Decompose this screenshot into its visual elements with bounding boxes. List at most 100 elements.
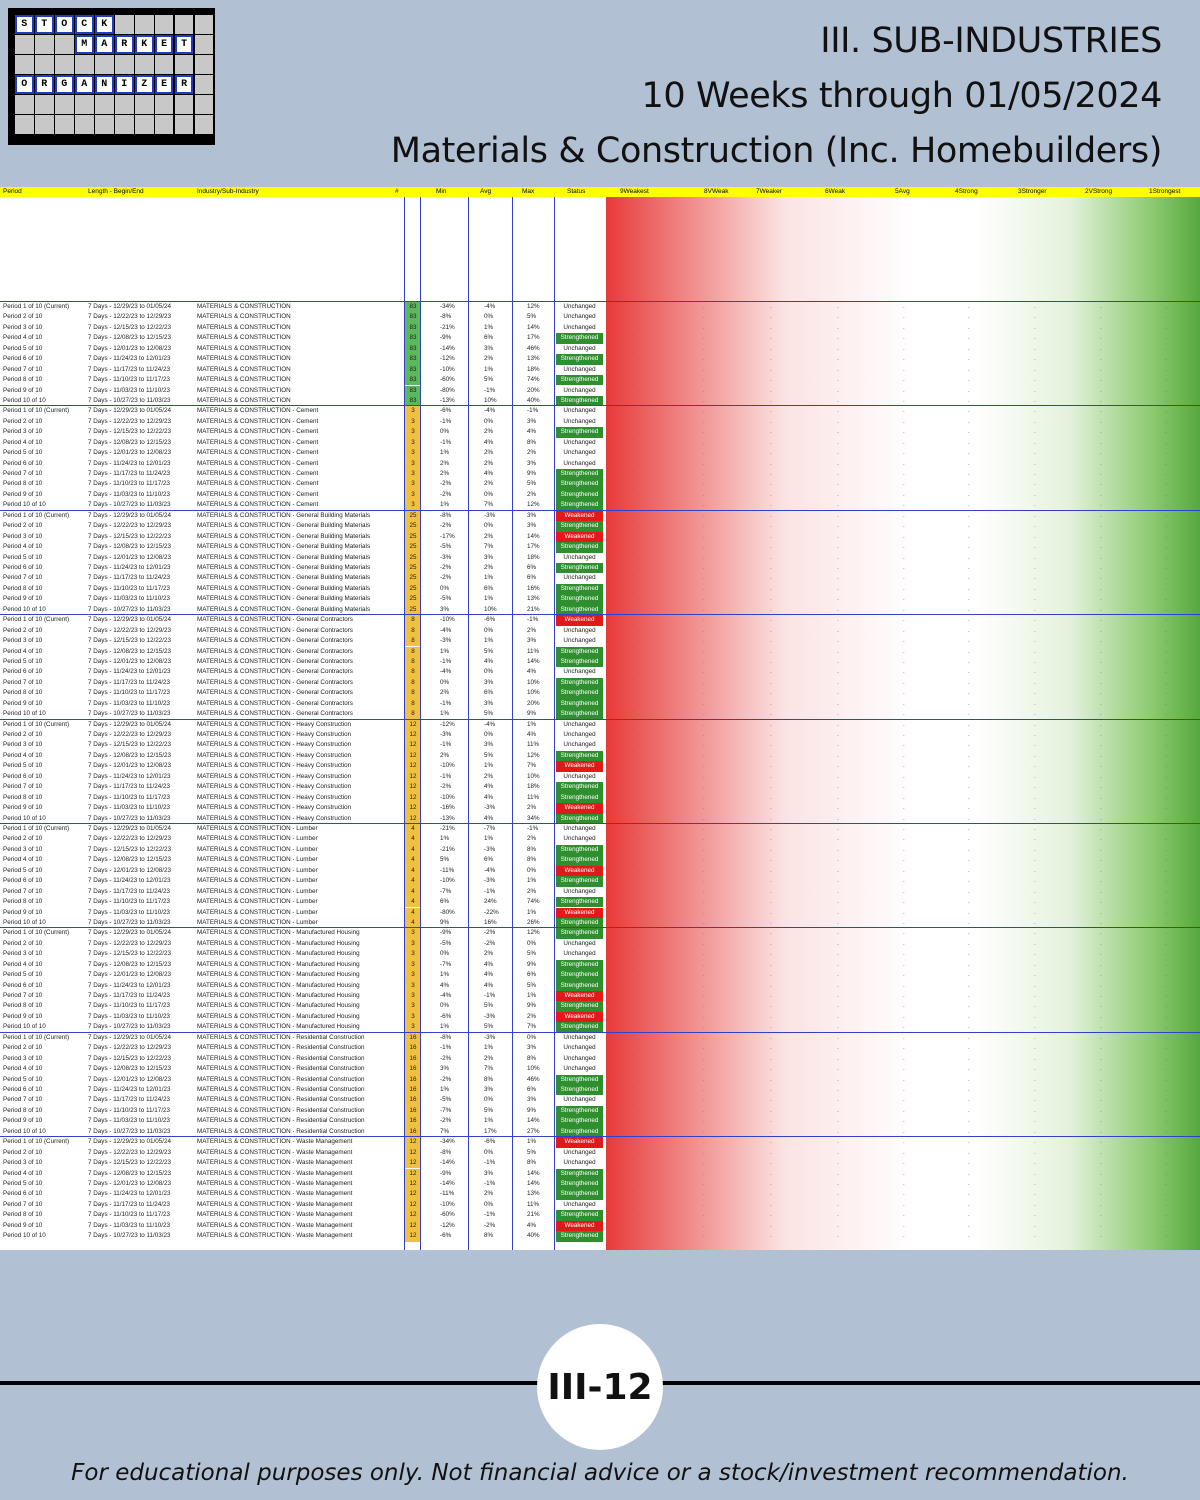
table-row[interactable]: Period 2 of 10 7 Days - 12/22/23 to 12/29… <box>0 730 1200 741</box>
table-row[interactable]: Period 9 of 10 7 Days - 11/03/23 to 11/10… <box>0 489 1200 501</box>
table-row[interactable]: Period 3 of 10 7 Days - 12/15/23 to 12/22… <box>0 1053 1200 1065</box>
table-row[interactable]: Period 8 of 10 7 Days - 11/10/23 to 11/17… <box>0 1210 1200 1221</box>
table-row[interactable]: Period 10 of 10 7 Days - 10/27/23 to 11/0… <box>0 813 1200 824</box>
column-header[interactable]: 6Weak <box>825 188 846 195</box>
table-row[interactable]: Period 1 of 10 (Current) 7 Days - 12/29/2… <box>0 406 1200 417</box>
spreadsheet[interactable]: Period Length - Begin/End Industry/Sub-Ind… <box>0 187 1200 1250</box>
column-header[interactable]: 1Strongest <box>1149 188 1181 195</box>
table-row[interactable]: Period 6 of 10 7 Days - 11/24/23 to 12/01… <box>0 1085 1200 1096</box>
table-row[interactable]: Period 2 of 10 7 Days - 12/22/23 to 12/29… <box>0 1147 1200 1159</box>
table-row[interactable]: Period 8 of 10 7 Days - 11/10/23 to 11/17… <box>0 792 1200 804</box>
table-row[interactable]: Period 3 of 10 7 Days - 12/15/23 to 12/22… <box>0 636 1200 647</box>
column-header[interactable]: 4Strong <box>955 188 978 195</box>
table-row[interactable]: Period 7 of 10 7 Days - 11/17/23 to 11/24… <box>0 886 1200 898</box>
table-row[interactable]: Period 9 of 10 7 Days - 11/03/23 to 11/10… <box>0 1011 1200 1023</box>
table-row[interactable]: Period 10 of 10 7 Days - 10/27/23 to 11/0… <box>0 604 1200 616</box>
table-row[interactable]: Period 6 of 10 7 Days - 11/24/23 to 12/01… <box>0 458 1200 469</box>
table-row[interactable]: Period 6 of 10 7 Days - 11/24/23 to 12/01… <box>0 771 1200 783</box>
table-row[interactable]: Period 1 of 10 (Current) 7 Days - 12/29/2… <box>0 1137 1200 1148</box>
column-header[interactable]: 2VStrong <box>1085 188 1113 195</box>
table-row[interactable]: Period 3 of 10 7 Days - 12/15/23 to 12/22… <box>0 531 1200 543</box>
table-row[interactable]: Period 5 of 10 7 Days - 12/01/23 to 12/08… <box>0 343 1200 355</box>
table-row[interactable]: Period 3 of 10 7 Days - 12/15/23 to 12/22… <box>0 740 1200 751</box>
table-row[interactable]: Period 8 of 10 7 Days - 11/10/23 to 11/17… <box>0 897 1200 908</box>
column-header[interactable]: 7Weaker <box>756 188 782 195</box>
table-row[interactable]: Period 1 of 10 (Current) 7 Days - 12/29/2… <box>0 1032 1200 1044</box>
table-row[interactable]: Period 9 of 10 7 Days - 11/03/23 to 11/10… <box>0 803 1200 814</box>
table-row[interactable]: Period 6 of 10 7 Days - 11/24/23 to 12/01… <box>0 1189 1200 1200</box>
table-row[interactable]: Period 5 of 10 7 Days - 12/01/23 to 12/08… <box>0 552 1200 563</box>
column-header[interactable]: 5Avg <box>895 188 910 195</box>
table-row[interactable]: Period 7 of 10 7 Days - 11/17/23 to 11/24… <box>0 991 1200 1002</box>
column-header[interactable]: Status <box>567 188 586 195</box>
table-row[interactable]: Period 5 of 10 7 Days - 12/01/23 to 12/08… <box>0 656 1200 668</box>
table-row[interactable]: Period 5 of 10 7 Days - 12/01/23 to 12/08… <box>0 761 1200 772</box>
table-row[interactable]: Period 8 of 10 7 Days - 11/10/23 to 11/17… <box>0 1105 1200 1117</box>
table-row[interactable]: Period 10 of 10 7 Days - 10/27/23 to 11/0… <box>0 1126 1200 1138</box>
table-row[interactable]: Period 4 of 10 7 Days - 12/08/23 to 12/15… <box>0 542 1200 553</box>
table-row[interactable]: Period 8 of 10 7 Days - 11/10/23 to 11/17… <box>0 1001 1200 1012</box>
table-row[interactable]: Period 2 of 10 7 Days - 12/22/23 to 12/29… <box>0 625 1200 637</box>
table-row[interactable]: Period 5 of 10 7 Days - 12/01/23 to 12/08… <box>0 970 1200 981</box>
table-row[interactable]: Period 7 of 10 7 Days - 11/17/23 to 11/24… <box>0 1199 1200 1211</box>
column-header[interactable]: Min <box>436 188 447 195</box>
table-row[interactable]: Period 1 of 10 (Current) 7 Days - 12/29/2… <box>0 928 1200 939</box>
table-row[interactable]: Period 1 of 10 (Current) 7 Days - 12/29/2… <box>0 824 1200 835</box>
table-row[interactable]: Period 5 of 10 7 Days - 12/01/23 to 12/08… <box>0 1074 1200 1085</box>
table-row[interactable]: Period 2 of 10 7 Days - 12/22/23 to 12/29… <box>0 834 1200 845</box>
table-row[interactable]: Period 7 of 10 7 Days - 11/17/23 to 11/24… <box>0 573 1200 584</box>
table-row[interactable]: Period 4 of 10 7 Days - 12/08/23 to 12/15… <box>0 1168 1200 1179</box>
table-row[interactable]: Period 10 of 10 7 Days - 10/27/23 to 11/0… <box>0 395 1200 407</box>
column-header[interactable]: Industry/Sub-Industry <box>197 188 259 195</box>
column-header[interactable]: 9Weakest <box>620 188 649 195</box>
table-row[interactable]: Period 2 of 10 7 Days - 12/22/23 to 12/29… <box>0 521 1200 532</box>
table-row[interactable]: Period 8 of 10 7 Days - 11/10/23 to 11/17… <box>0 583 1200 595</box>
table-row[interactable]: Period 7 of 10 7 Days - 11/17/23 to 11/24… <box>0 364 1200 376</box>
table-row[interactable]: Period 10 of 10 7 Days - 10/27/23 to 11/0… <box>0 1022 1200 1033</box>
table-row[interactable]: Period 5 of 10 7 Days - 12/01/23 to 12/08… <box>0 1178 1200 1190</box>
table-row[interactable]: Period 10 of 10 7 Days - 10/27/23 to 11/0… <box>0 709 1200 720</box>
column-header[interactable]: Avg <box>480 188 492 195</box>
table-row[interactable]: Period 9 of 10 7 Days - 11/03/23 to 11/10… <box>0 1220 1200 1232</box>
table-row[interactable]: Period 10 of 10 7 Days - 10/27/23 to 11/0… <box>0 1231 1200 1242</box>
table-row[interactable]: Period 2 of 10 7 Days - 12/22/23 to 12/29… <box>0 312 1200 323</box>
column-header[interactable]: Max <box>522 188 535 195</box>
table-row[interactable]: Period 4 of 10 7 Days - 12/08/23 to 12/15… <box>0 437 1200 449</box>
table-row[interactable]: Period 7 of 10 7 Days - 11/17/23 to 11/24… <box>0 1095 1200 1106</box>
table-row[interactable]: Period 1 of 10 (Current) 7 Days - 12/29/2… <box>0 302 1200 313</box>
table-row[interactable]: Period 8 of 10 7 Days - 11/10/23 to 11/17… <box>0 479 1200 490</box>
table-row[interactable]: Period 3 of 10 7 Days - 12/15/23 to 12/22… <box>0 427 1200 438</box>
table-row[interactable]: Period 2 of 10 7 Days - 12/22/23 to 12/29… <box>0 1043 1200 1054</box>
table-row[interactable]: Period 10 of 10 7 Days - 10/27/23 to 11/0… <box>0 500 1200 511</box>
table-row[interactable]: Period 2 of 10 7 Days - 12/22/23 to 12/29… <box>0 938 1200 950</box>
table-row[interactable]: Period 9 of 10 7 Days - 11/03/23 to 11/10… <box>0 1116 1200 1127</box>
table-row[interactable]: Period 6 of 10 7 Days - 11/24/23 to 12/01… <box>0 980 1200 991</box>
table-row[interactable]: Period 4 of 10 7 Days - 12/08/23 to 12/15… <box>0 646 1200 657</box>
table-row[interactable]: Period 3 of 10 7 Days - 12/15/23 to 12/22… <box>0 322 1200 334</box>
table-row[interactable]: Period 4 of 10 7 Days - 12/08/23 to 12/15… <box>0 855 1200 866</box>
table-row[interactable]: Period 3 of 10 7 Days - 12/15/23 to 12/22… <box>0 844 1200 856</box>
table-row[interactable]: Period 4 of 10 7 Days - 12/08/23 to 12/15… <box>0 959 1200 971</box>
table-row[interactable]: Period 7 of 10 7 Days - 11/17/23 to 11/24… <box>0 782 1200 793</box>
table-row[interactable]: Period 4 of 10 7 Days - 12/08/23 to 12/15… <box>0 1064 1200 1075</box>
table-row[interactable]: Period 4 of 10 7 Days - 12/08/23 to 12/15… <box>0 333 1200 344</box>
table-row[interactable]: Period 6 of 10 7 Days - 11/24/23 to 12/01… <box>0 354 1200 365</box>
table-row[interactable]: Period 1 of 10 (Current) 7 Days - 12/29/2… <box>0 510 1200 522</box>
table-row[interactable]: Period 1 of 10 (Current) 7 Days - 12/29/2… <box>0 719 1200 730</box>
table-row[interactable]: Period 9 of 10 7 Days - 11/03/23 to 11/10… <box>0 907 1200 918</box>
table-row[interactable]: Period 6 of 10 7 Days - 11/24/23 to 12/01… <box>0 563 1200 574</box>
table-row[interactable]: Period 9 of 10 7 Days - 11/03/23 to 11/10… <box>0 698 1200 710</box>
column-header[interactable]: 8VWeak <box>704 188 729 195</box>
table-row[interactable]: Period 5 of 10 7 Days - 12/01/23 to 12/08… <box>0 448 1200 459</box>
table-row[interactable]: Period 8 of 10 7 Days - 11/10/23 to 11/17… <box>0 688 1200 699</box>
column-header[interactable]: Period <box>3 188 22 195</box>
table-row[interactable]: Period 6 of 10 7 Days - 11/24/23 to 12/01… <box>0 876 1200 887</box>
table-row[interactable]: Period 4 of 10 7 Days - 12/08/23 to 12/15… <box>0 750 1200 762</box>
table-row[interactable]: Period 9 of 10 7 Days - 11/03/23 to 11/10… <box>0 385 1200 396</box>
column-header[interactable]: Length - Begin/End <box>88 188 144 195</box>
column-header[interactable]: 3Stronger <box>1018 188 1047 195</box>
table-row[interactable]: Period 7 of 10 7 Days - 11/17/23 to 11/24… <box>0 469 1200 480</box>
table-row[interactable]: Period 7 of 10 7 Days - 11/17/23 to 11/24… <box>0 677 1200 689</box>
table-row[interactable]: Period 8 of 10 7 Days - 11/10/23 to 11/17… <box>0 375 1200 386</box>
table-row[interactable]: Period 3 of 10 7 Days - 12/15/23 to 12/22… <box>0 949 1200 960</box>
